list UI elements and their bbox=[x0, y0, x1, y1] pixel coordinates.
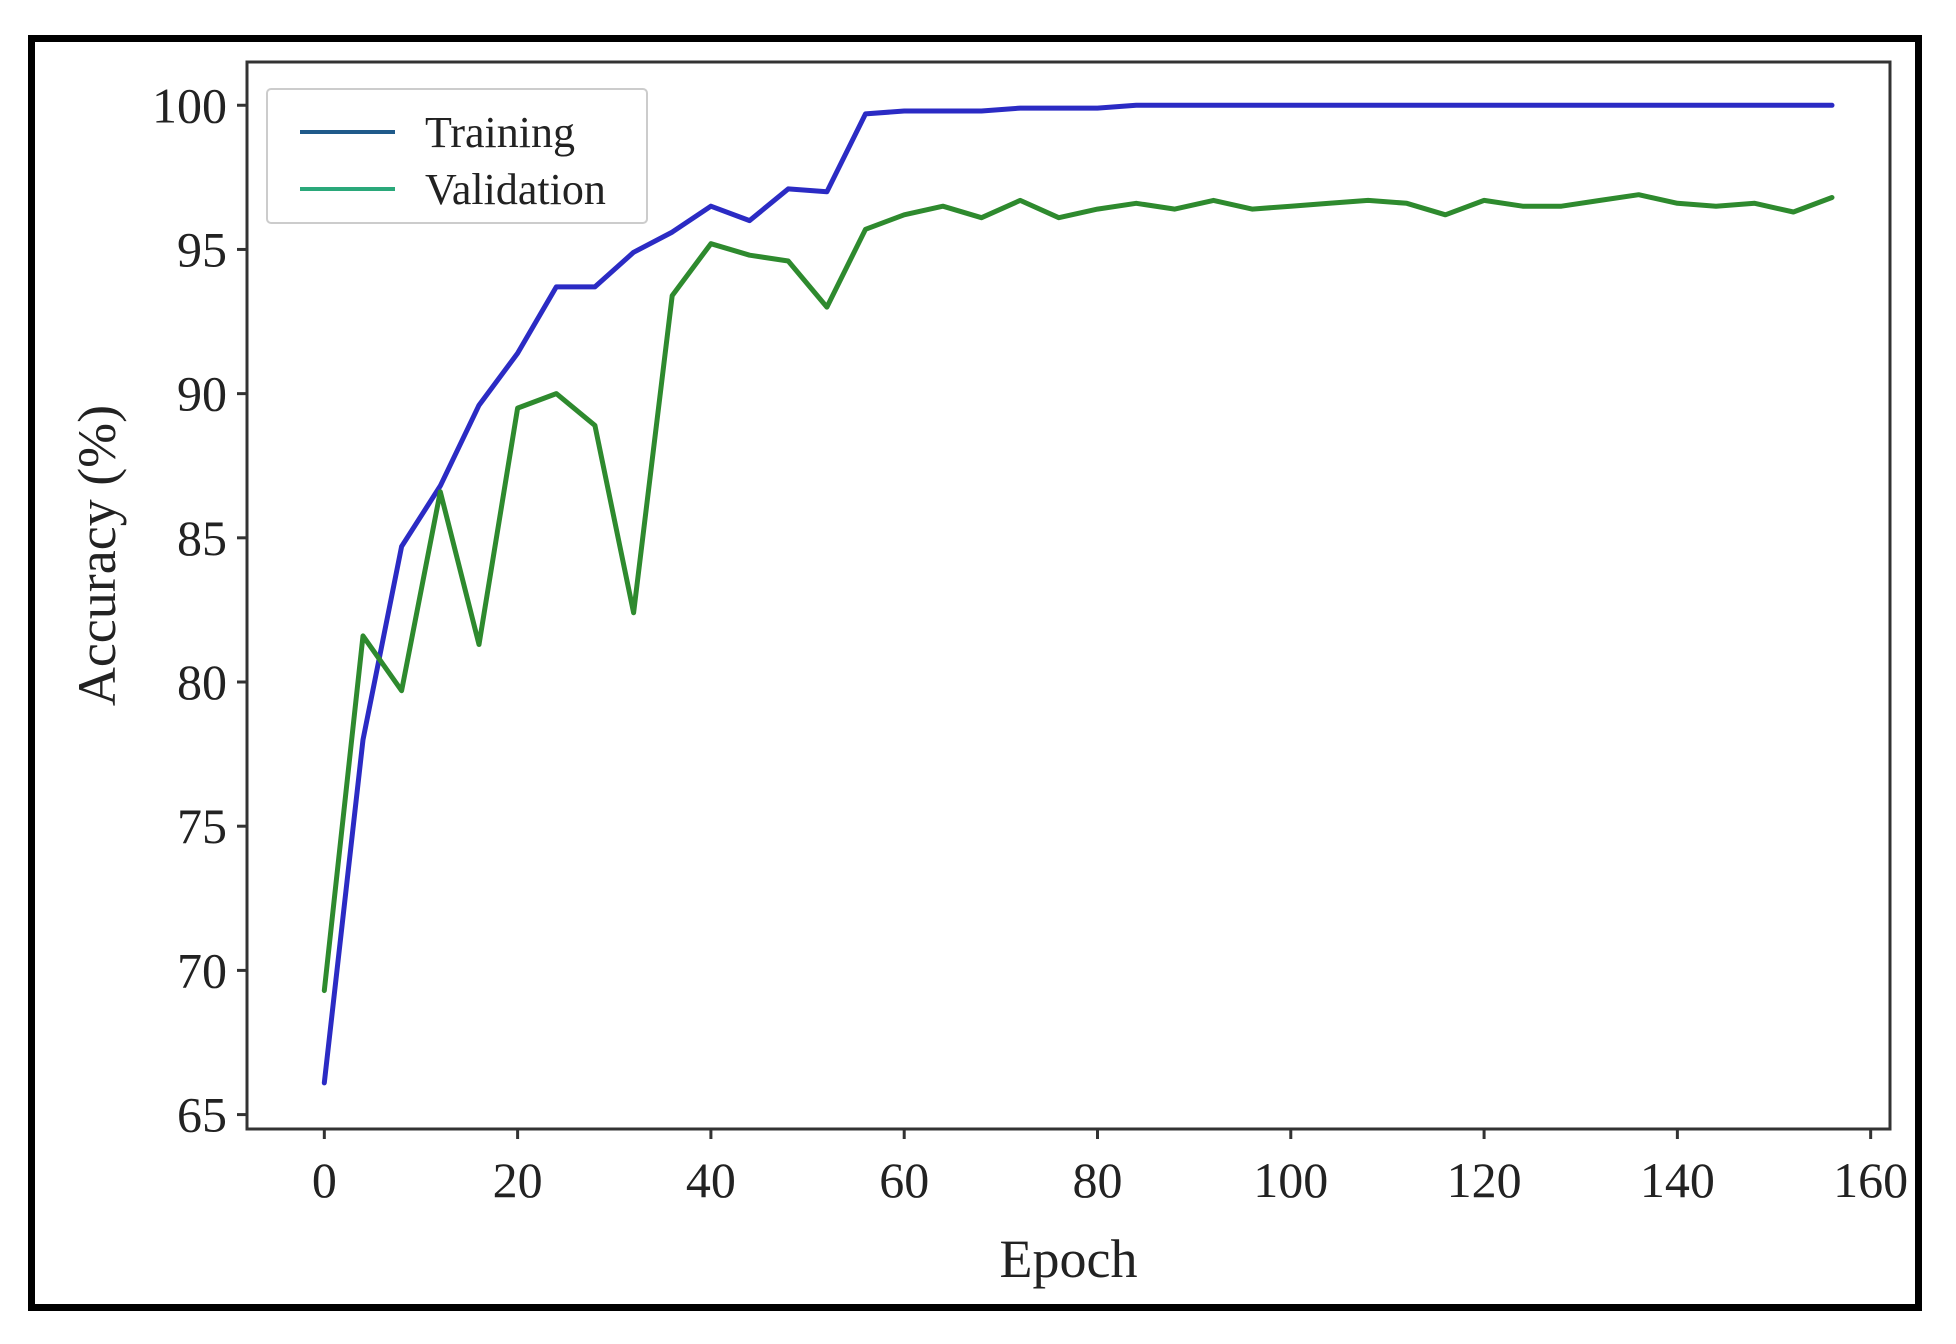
x-tick-label: 40 bbox=[686, 1152, 736, 1208]
figure-frame: 65 70 75 80 85 90 95 100 0 20 40 60 80 100 120 140 160 … bbox=[28, 35, 1922, 1311]
y-tick-label: 65 bbox=[177, 1087, 227, 1143]
x-axis: 0 20 40 60 80 100 120 140 160 bbox=[312, 1129, 1908, 1208]
series-layer bbox=[321, 102, 1835, 1086]
y-tick-label: 95 bbox=[177, 221, 227, 277]
legend-label-training: Training bbox=[425, 108, 575, 157]
y-tick-label: 70 bbox=[177, 942, 227, 998]
y-tick-label: 75 bbox=[177, 798, 227, 854]
legend-label-validation: Validation bbox=[425, 165, 606, 214]
x-axis-label: Epoch bbox=[1000, 1229, 1138, 1289]
x-tick-label: 120 bbox=[1447, 1152, 1522, 1208]
y-tick-label: 80 bbox=[177, 654, 227, 710]
y-tick-label: 100 bbox=[152, 77, 227, 133]
legend: Training Validation bbox=[266, 88, 648, 224]
y-axis-label: Accuracy (%) bbox=[67, 405, 127, 706]
y-tick-label: 90 bbox=[177, 366, 227, 422]
y-tick-label: 85 bbox=[177, 510, 227, 566]
y-axis: 65 70 75 80 85 90 95 100 bbox=[152, 77, 247, 1143]
x-tick-label: 160 bbox=[1833, 1152, 1908, 1208]
series-line-training bbox=[321, 102, 1835, 1086]
x-tick-label: 80 bbox=[1072, 1152, 1122, 1208]
x-tick-label: 0 bbox=[312, 1152, 337, 1208]
x-tick-label: 100 bbox=[1253, 1152, 1328, 1208]
x-tick-label: 20 bbox=[493, 1152, 543, 1208]
series-line-validation bbox=[321, 192, 1835, 994]
plot-area bbox=[245, 60, 1892, 1131]
x-tick-label: 60 bbox=[879, 1152, 929, 1208]
x-tick-label: 140 bbox=[1640, 1152, 1715, 1208]
